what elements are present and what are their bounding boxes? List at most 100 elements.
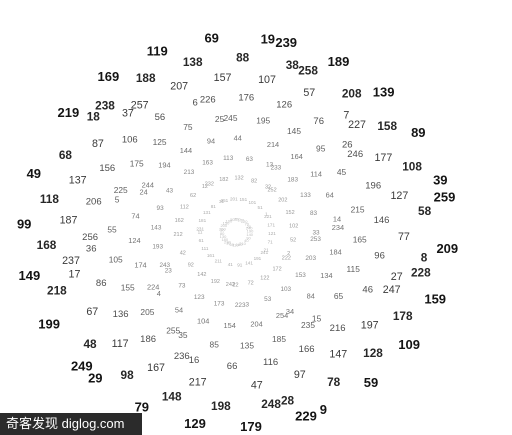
spiral-number-label: 87 [92,138,104,150]
spiral-number-label: 245 [224,113,238,123]
spiral-number-label: 61 [199,238,205,243]
spiral-number-label: 226 [200,95,216,106]
spiral-number-label: 176 [238,93,254,104]
spiral-number-label: 129 [184,416,206,431]
spiral-number-label: 172 [273,267,282,273]
spiral-number-label: 203 [305,255,316,262]
spiral-number-label: 44 [234,134,242,143]
spiral-number-label: 231 [196,226,204,231]
spiral-number-label: 256 [82,232,98,243]
spiral-number-label: 122 [260,275,269,281]
spiral-number-label: 20 [247,224,252,229]
spiral-number-label: 158 [377,119,397,133]
spiral-number-label: 160 [236,242,243,247]
spiral-number-label: 187 [60,214,78,226]
spiral-number-label: 246 [347,149,363,160]
spiral-number-label: 258 [298,63,318,77]
watermark-text: 奇客发现 diglog.com [6,416,125,431]
spiral-number-label: 68 [59,148,73,162]
spiral-number-label: 206 [86,196,102,207]
spiral-number-label: 254 [276,311,288,320]
spiral-number-label: 180 [221,237,228,242]
spiral-number-label: 92 [188,262,194,268]
spiral-number-label: 131 [203,210,211,215]
spiral-number-label: 149 [19,268,41,283]
spiral-number-label: 146 [374,215,390,226]
spiral-number-label: 126 [276,100,292,111]
spiral-number-label: 112 [180,205,189,211]
spiral-number-label: 62 [190,193,196,199]
spiral-number-label: 57 [303,87,315,99]
spiral-number-label: 168 [37,238,57,252]
spiral-number-label: 74 [131,211,139,220]
spiral-number-label: 134 [320,271,332,280]
spiral-number-label: 21 [264,248,270,253]
spiral-number-label: 71 [268,240,274,245]
spiral-number-label: 181 [198,218,206,223]
spiral-number-label: 156 [99,163,115,174]
spiral-number-label: 164 [291,152,303,161]
spiral-number-label: 200 [220,223,227,228]
spiral-number-label: 234 [332,223,344,232]
spiral-number-label: 147 [329,349,347,361]
spiral-number-label: 10 [226,240,231,245]
spiral-number-label: 84 [307,291,315,300]
spiral-number-label: 56 [155,112,166,123]
spiral-number-label: 140 [246,232,253,237]
spiral-number-label: 49 [27,166,41,181]
spiral-number-label: 208 [342,86,362,100]
spiral-number-label: 227 [348,119,366,131]
spiral-number-label: 209 [436,241,458,256]
spiral-number-label: 171 [267,222,275,227]
spiral-number-label: 88 [236,50,250,64]
spiral-number-label: 184 [329,248,341,257]
spiral-number-label: 73 [178,283,186,290]
spiral-number-label: 24 [139,188,147,197]
spiral-number-label: 153 [295,272,306,279]
spiral-number-label: 115 [347,264,361,274]
spiral-number-label: 212 [174,232,183,238]
spiral-number-label: 70 [245,221,250,226]
spiral-number-label: 40 [244,238,249,243]
spiral-number-label: 65 [334,291,344,301]
spiral-number-label: 63 [246,156,254,163]
spiral-number-label: 127 [390,190,408,202]
spiral-number-label: 232 [205,182,214,188]
spiral-number-label: 78 [327,375,341,389]
spiral-number-label: 186 [140,334,156,345]
spiral-number-label: 189 [328,54,350,69]
spiral-number-label: 81 [211,204,217,209]
spiral-number-label: 128 [363,346,383,360]
spiral-number-label: 75 [183,122,193,132]
spiral-number-label: 244 [142,180,154,189]
watermark-banner: 奇客发现 diglog.com [0,413,142,435]
spiral-number-label: 93 [157,205,165,212]
spiral-number-label: 114 [310,169,322,178]
spiral-number-label: 96 [374,251,385,262]
spiral-number-label: 104 [197,316,209,325]
spiral-number-label: 193 [152,244,163,251]
spiral-number-label: 252 [268,187,277,193]
spiral-number-label: 59 [364,375,378,390]
spiral-number-label: 132 [235,176,244,182]
spiral-number-label: 16 [189,355,200,366]
spiral-number-label: 83 [310,210,318,217]
spiral-number-label: 77 [398,231,410,243]
spiral-number-label: 124 [128,236,140,245]
spiral-number-label: 169 [98,69,120,84]
spiral-number-label: 76 [313,116,324,127]
spiral-number-label: 138 [183,55,203,69]
spiral-number-label: 43 [166,188,174,195]
spiral-number-label: 45 [337,167,347,177]
spiral-number-label: 116 [263,357,278,368]
spiral-number-label: 55 [107,225,117,235]
spiral-number-label: 139 [373,85,395,100]
spiral-number-label: 248 [261,397,281,411]
spiral-number-label: 167 [147,362,165,374]
spiral-number-label: 46 [362,285,373,296]
spiral-number-label: 225 [114,185,128,195]
spiral-number-label: 85 [210,339,220,349]
spiral-number-label: 29 [88,370,102,385]
spiral-number-label: 210 [239,241,246,246]
spiral-number-label: 243 [159,262,170,269]
